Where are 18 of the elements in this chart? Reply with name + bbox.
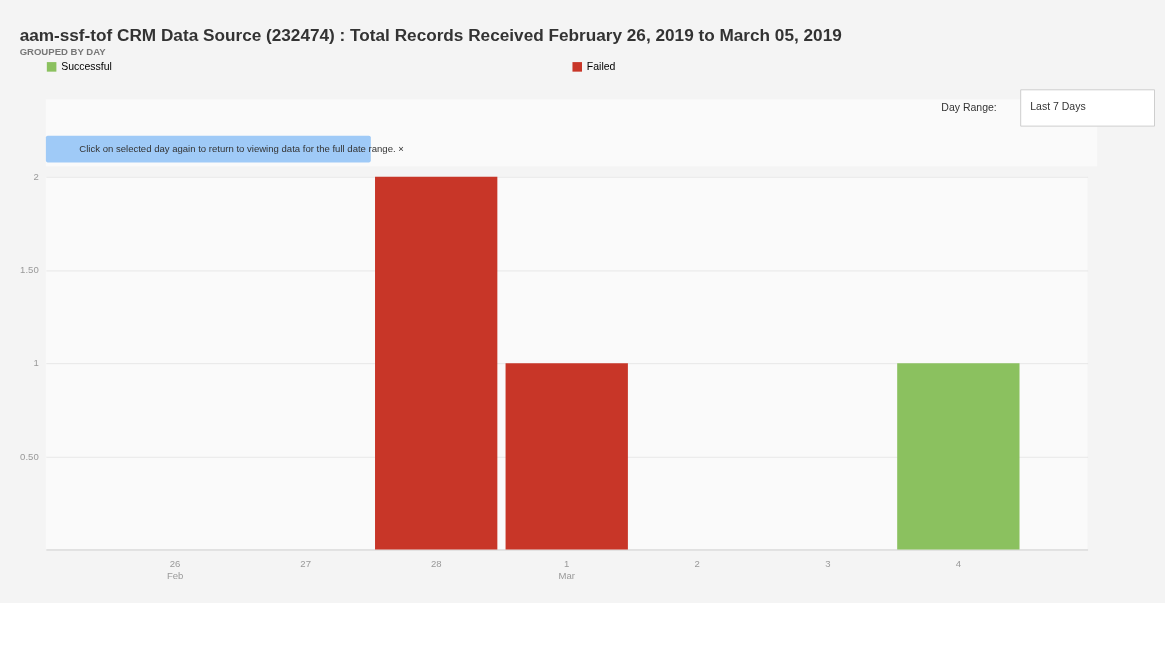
x-tick-label: 28 (430, 558, 442, 570)
text: Click on selected day again to return to viewing data for the full date range. × (79, 142, 404, 154)
x-tick-label: 4 (955, 558, 962, 570)
text: Day Range: (941, 100, 997, 113)
y-tick-label: 1 (33, 357, 39, 369)
x-tick-label: 2 (694, 558, 700, 570)
y-tick-label: 1.50 (20, 264, 39, 276)
text: Last 7 Days (1030, 99, 1086, 112)
y-tick-label: 0.50 (20, 450, 39, 462)
x-tick-label: 27 (300, 558, 311, 570)
legend-label: Successful (61, 59, 112, 72)
legend-label: Failed (586, 59, 616, 72)
chart-title: aam-ssf-tof CRM Data Source (232474) : Total Records Received February 26, 2019 to March 05, 2019 (19, 25, 842, 46)
x-tick-label: 3 (825, 558, 831, 570)
chart-subtitle: GROUPED BY DAY (19, 46, 107, 58)
x-tick-label: 1 Mar (558, 558, 576, 581)
y-tick-label: 2 (33, 171, 39, 183)
x-tick-label: 26 Feb (166, 558, 184, 581)
